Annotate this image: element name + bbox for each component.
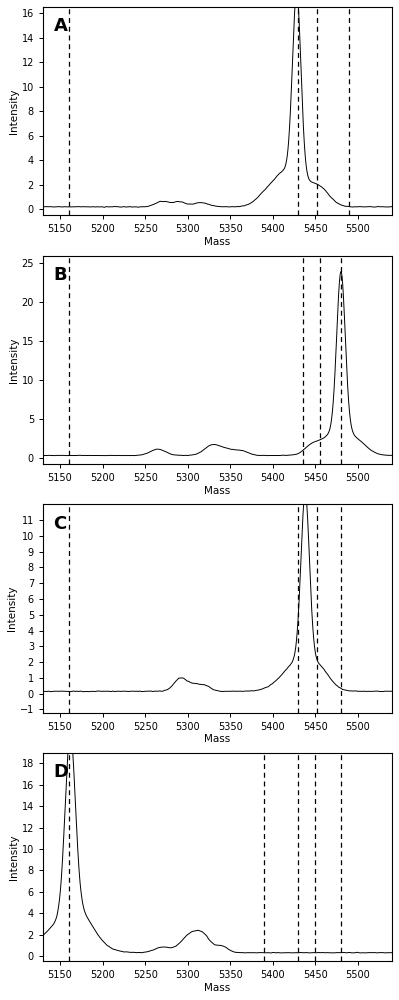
Text: D: D [53,763,69,781]
X-axis label: Mass: Mass [204,983,231,993]
X-axis label: Mass: Mass [204,734,231,744]
Y-axis label: Intensity: Intensity [9,88,19,134]
Y-axis label: Intensity: Intensity [9,337,19,383]
X-axis label: Mass: Mass [204,237,231,247]
Text: A: A [53,17,67,35]
Text: C: C [53,515,67,533]
Y-axis label: Intensity: Intensity [7,586,17,631]
Y-axis label: Intensity: Intensity [9,834,19,880]
X-axis label: Mass: Mass [204,486,231,496]
Text: B: B [53,266,67,284]
